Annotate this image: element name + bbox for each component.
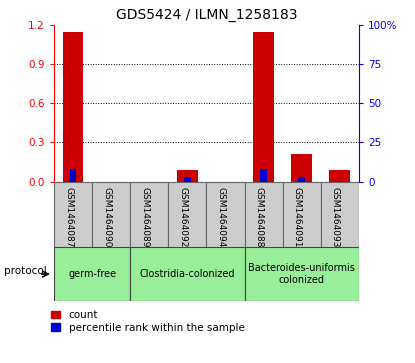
Bar bbox=[130, 182, 168, 247]
Text: Clostridia-colonized: Clostridia-colonized bbox=[140, 269, 235, 279]
Text: GSM1464087: GSM1464087 bbox=[64, 187, 73, 247]
Text: protocol: protocol bbox=[4, 266, 47, 276]
Bar bbox=[244, 182, 283, 247]
Bar bbox=[184, 177, 191, 182]
Bar bbox=[177, 170, 198, 182]
Bar bbox=[260, 169, 267, 182]
Legend: count, percentile rank within the sample: count, percentile rank within the sample bbox=[51, 310, 244, 333]
Text: GSM1464093: GSM1464093 bbox=[331, 187, 340, 247]
Bar bbox=[54, 182, 92, 247]
Text: germ-free: germ-free bbox=[68, 269, 116, 279]
Text: GSM1464094: GSM1464094 bbox=[217, 187, 225, 247]
Text: GSM1464090: GSM1464090 bbox=[102, 187, 111, 247]
Bar bbox=[244, 247, 359, 301]
Bar bbox=[283, 182, 321, 247]
Bar bbox=[291, 154, 312, 182]
Title: GDS5424 / ILMN_1258183: GDS5424 / ILMN_1258183 bbox=[116, 8, 297, 22]
Bar bbox=[321, 182, 359, 247]
Bar bbox=[54, 247, 130, 301]
Bar bbox=[92, 182, 130, 247]
Bar bbox=[253, 32, 274, 182]
Text: GSM1464092: GSM1464092 bbox=[178, 187, 188, 247]
Bar bbox=[130, 247, 244, 301]
Text: GSM1464088: GSM1464088 bbox=[255, 187, 264, 247]
Bar bbox=[70, 169, 76, 182]
Bar bbox=[63, 32, 83, 182]
Text: GSM1464091: GSM1464091 bbox=[293, 187, 302, 247]
Bar bbox=[207, 182, 244, 247]
Text: Bacteroides-uniformis
colonized: Bacteroides-uniformis colonized bbox=[248, 263, 355, 285]
Bar bbox=[298, 177, 305, 182]
Bar bbox=[168, 182, 207, 247]
Text: GSM1464089: GSM1464089 bbox=[140, 187, 149, 247]
Bar bbox=[330, 170, 350, 182]
